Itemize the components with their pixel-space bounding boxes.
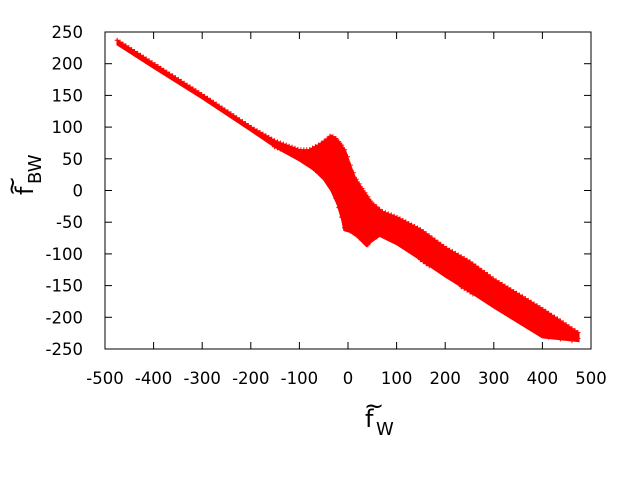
y-axis-label-sub: BW — [25, 154, 46, 184]
x-tick-label: 300 — [478, 369, 510, 388]
y-axis-label-accent: ~ — [0, 176, 26, 196]
x-tick-label: -400 — [135, 369, 172, 388]
x-tick-label: 500 — [575, 369, 607, 388]
y-tick-label: 150 — [52, 86, 84, 105]
x-tick-label: 100 — [381, 369, 413, 388]
ticks — [104, 31, 592, 350]
y-tick-label: -200 — [46, 308, 83, 327]
y-axis-label: f ~ BW — [0, 154, 46, 196]
x-axis-label-base: f — [365, 405, 374, 433]
data-region — [114, 37, 581, 344]
x-tick-label: -300 — [183, 369, 220, 388]
y-tick-label: -50 — [56, 213, 83, 232]
y-tick-label: 250 — [52, 23, 84, 42]
y-tick-labels: 250 200 150 100 50 0 -50 -100 -150 -200 -250 — [46, 23, 83, 359]
x-tick-label: 200 — [429, 369, 461, 388]
y-tick-label: -100 — [46, 245, 83, 264]
x-axis-label: f ~ W — [364, 392, 394, 440]
y-tick-label: -250 — [46, 340, 83, 359]
y-axis-label-base: f — [11, 186, 39, 195]
y-tick-label: 0 — [73, 182, 84, 201]
x-axis-label-sub: W — [376, 419, 394, 440]
y-tick-label: 50 — [62, 150, 83, 169]
x-axis-label-accent: ~ — [364, 392, 384, 420]
y-tick-label: 200 — [52, 55, 84, 74]
y-tick-label: 100 — [52, 118, 84, 137]
data-point-markers — [114, 37, 581, 344]
x-tick-label: 0 — [343, 369, 354, 388]
y-tick-label: -150 — [46, 277, 83, 296]
x-tick-label: -200 — [232, 369, 269, 388]
x-tick-labels: -500 -400 -300 -200 -100 0 100 200 300 400 500 — [86, 369, 606, 388]
x-tick-label: 400 — [527, 369, 559, 388]
x-tick-label: -500 — [86, 369, 123, 388]
x-tick-label: -100 — [281, 369, 318, 388]
